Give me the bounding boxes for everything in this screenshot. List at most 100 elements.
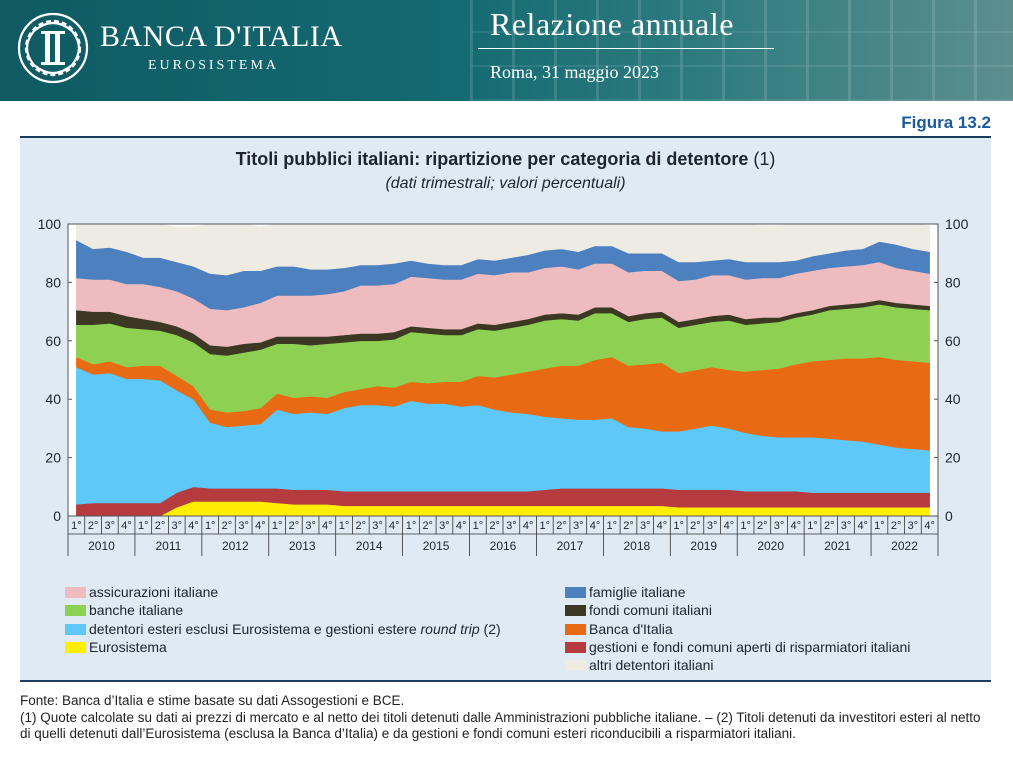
x-quarter-label: 3° [171, 520, 182, 532]
x-quarter-label: 1° [473, 520, 484, 532]
report-date: Roma, 31 maggio 2023 [490, 62, 659, 82]
legend-label: detentori esteri esclusi Eurosistema e g… [89, 621, 501, 637]
x-quarter-label: 3° [774, 520, 785, 532]
x-year-label: 2015 [423, 539, 450, 553]
legend-swatch [65, 587, 86, 598]
x-year-label: 2017 [557, 539, 584, 553]
x-quarter-label: 3° [372, 520, 383, 532]
legend-label: famiglie italiane [589, 584, 686, 600]
legend-swatch [565, 605, 586, 617]
x-year-label: 2020 [757, 539, 784, 553]
banca-italia-logo-icon [17, 12, 89, 84]
x-quarter-label: 3° [506, 520, 517, 532]
chart-title-note: (1) [753, 149, 776, 169]
x-quarter-label: 3° [573, 520, 584, 532]
legend-swatch [65, 641, 86, 653]
x-year-label: 2011 [155, 539, 181, 553]
banner-building-image [470, 0, 1013, 101]
chart-subtitle: (dati trimestrali; valori percentuali) [385, 175, 626, 192]
legend-label: altri detentori italiani [589, 657, 714, 674]
legend-label: assicurazioni italiane [89, 584, 219, 600]
figure-footer: Fonte: Banca d’Italia e stime basate su … [20, 693, 992, 743]
y-tick-label-right: 60 [945, 333, 961, 349]
x-quarter-label: 1° [540, 520, 551, 532]
bank-name: BANCA D'ITALIA [100, 20, 343, 53]
legend-swatch [65, 605, 86, 617]
x-year-label: 2018 [623, 539, 650, 553]
title-divider [478, 48, 774, 49]
x-quarter-label: 4° [389, 520, 400, 532]
x-year-label: 2019 [690, 539, 717, 553]
x-year-label: 2010 [88, 539, 115, 553]
chart-title-line: Titoli pubblici italiani: ripartizione p… [20, 149, 991, 170]
legend-label-part: detentori esteri esclusi Eurosistema e g… [89, 620, 421, 637]
x-year-label: 2022 [891, 539, 918, 553]
x-quarter-label: 4° [657, 520, 668, 532]
x-quarter-label: 2° [556, 520, 567, 532]
x-quarter-label: 3° [640, 520, 651, 532]
y-tick-label-left: 0 [53, 508, 61, 524]
figure-label: Figura 13.2 [901, 113, 991, 132]
x-quarter-label: 1° [606, 520, 617, 532]
x-quarter-label: 1° [138, 520, 149, 532]
x-quarter-label: 3° [707, 520, 718, 532]
x-quarter-label: 1° [807, 520, 818, 532]
y-tick-label-right: 100 [945, 216, 969, 232]
x-quarter-label: 1° [406, 520, 417, 532]
bank-subtitle: EUROSISTEMA [148, 58, 280, 73]
legend-label: banche italiane [89, 602, 184, 619]
y-tick-label-left: 60 [45, 333, 61, 349]
x-quarter-label: 4° [924, 520, 935, 532]
x-quarter-label: 3° [305, 520, 316, 532]
legend-swatch [565, 587, 586, 598]
x-quarter-label: 4° [523, 520, 534, 532]
x-quarter-label: 1° [272, 520, 283, 532]
x-quarter-label: 2° [623, 520, 634, 532]
footnote-text: (1) Quote calcolate su dati ai prezzi di… [20, 709, 981, 742]
y-tick-label-left: 20 [45, 450, 61, 466]
x-quarter-label: 2° [356, 520, 367, 532]
x-quarter-label: 4° [791, 520, 802, 532]
y-tick-label-right: 80 [945, 274, 961, 290]
legend-label-part: (2) [479, 620, 501, 637]
x-quarter-label: 4° [456, 520, 467, 532]
chart-panel: Titoli pubblici italiani: ripartizione p… [20, 136, 991, 682]
x-quarter-label: 4° [857, 520, 868, 532]
x-quarter-label: 2° [222, 520, 233, 532]
y-tick-label-left: 40 [45, 391, 61, 407]
y-tick-label-right: 40 [945, 391, 961, 407]
x-quarter-label: 2° [757, 520, 768, 532]
report-title: Relazione annuale [490, 6, 734, 42]
x-quarter-label: 3° [105, 520, 116, 532]
legend-swatch [65, 623, 86, 635]
x-quarter-label: 4° [724, 520, 735, 532]
chart-title: Titoli pubblici italiani: ripartizione p… [235, 149, 749, 169]
x-quarter-label: 1° [339, 520, 350, 532]
x-quarter-label: 1° [673, 520, 684, 532]
report-banner: BANCA D'ITALIA EUROSISTEMA Relazione ann… [0, 0, 1013, 101]
x-year-label: 2014 [356, 539, 383, 553]
x-year-label: 2012 [222, 539, 249, 553]
x-quarter-label: 3° [439, 520, 450, 532]
x-quarter-label: 3° [908, 520, 919, 532]
x-quarter-label: 2° [891, 520, 902, 532]
x-quarter-label: 1° [874, 520, 885, 532]
legend-label-part: round trip [420, 620, 480, 637]
x-quarter-label: 2° [489, 520, 500, 532]
x-quarter-label: 2° [690, 520, 701, 532]
y-tick-label-left: 80 [45, 274, 61, 290]
x-quarter-label: 2° [88, 520, 99, 532]
y-tick-label-left: 100 [38, 216, 62, 232]
x-quarter-label: 1° [71, 520, 82, 532]
x-quarter-label: 3° [841, 520, 852, 532]
x-quarter-label: 4° [590, 520, 601, 532]
legend-label: Eurosistema [89, 638, 167, 655]
x-quarter-label: 4° [322, 520, 333, 532]
x-quarter-label: 2° [155, 520, 166, 532]
y-tick-label-right: 0 [945, 508, 953, 524]
x-quarter-label: 2° [289, 520, 300, 532]
x-quarter-label: 1° [205, 520, 216, 532]
x-quarter-label: 2° [422, 520, 433, 532]
legend-label: fondi comuni italiani [589, 602, 712, 619]
